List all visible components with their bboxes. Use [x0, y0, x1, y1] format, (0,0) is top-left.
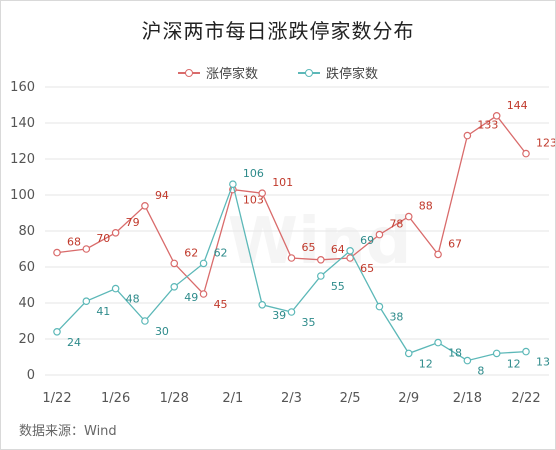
data-point-limit-up [434, 250, 442, 259]
data-point-limit-down [522, 347, 530, 356]
y-tick-label: 60 [18, 260, 35, 275]
data-label-limit-down: 41 [96, 305, 110, 318]
x-tick-label: 1/28 [160, 391, 189, 406]
legend-label-limit-up: 涨停家数 [205, 67, 258, 82]
data-point-limit-up [170, 259, 179, 268]
data-point-limit-down [258, 300, 266, 309]
data-label-limit-down: 24 [67, 336, 81, 349]
legend-label-limit-down: 跌停家数 [326, 67, 379, 82]
data-point-limit-down [375, 302, 384, 311]
data-label-limit-up: 78 [389, 218, 403, 231]
legend-item-limit-up: 涨停家数 [177, 63, 258, 82]
y-tick-label: 20 [18, 332, 35, 347]
data-label-limit-up: 45 [214, 298, 228, 311]
data-label-limit-down: 69 [360, 234, 374, 247]
data-label-limit-down: 39 [272, 309, 286, 322]
data-label-limit-up: 88 [419, 200, 433, 213]
data-point-limit-down [287, 308, 296, 316]
data-label-limit-down: 12 [419, 357, 433, 370]
y-tick-label: 100 [10, 188, 35, 203]
x-tick-label: 2/3 [281, 391, 302, 406]
data-label-limit-down: 38 [389, 311, 403, 324]
data-point-limit-up [492, 112, 501, 120]
data-point-limit-down [492, 349, 501, 358]
data-point-limit-down [141, 317, 149, 325]
x-tick-label: 2/5 [340, 391, 361, 406]
data-point-limit-down [404, 349, 413, 358]
data-label-limit-up: 68 [67, 236, 81, 249]
legend-item-limit-down: 跌停家数 [298, 63, 378, 82]
x-tick-label: 2/1 [222, 391, 243, 406]
data-label-limit-up: 123 [536, 137, 555, 150]
x-tick-label: 2/22 [511, 391, 540, 406]
y-tick-label: 160 [10, 80, 35, 95]
data-label-limit-down: 106 [243, 167, 264, 180]
data-point-limit-down [199, 259, 208, 268]
data-label-limit-up: 64 [331, 243, 345, 256]
data-label-limit-down: 35 [302, 316, 316, 329]
data-label-limit-up: 65 [302, 241, 316, 254]
data-label-limit-up: 67 [448, 237, 462, 250]
chart-legend: 涨停家数 跌停家数 [1, 63, 555, 82]
y-tick-label: 40 [18, 296, 35, 311]
x-tick-label: 1/22 [42, 391, 71, 406]
watermark: Wind [228, 205, 412, 279]
data-point-limit-down [229, 180, 237, 189]
data-point-limit-down [317, 272, 325, 280]
data-label-limit-up: 94 [155, 189, 169, 202]
y-tick-label: 140 [10, 116, 35, 131]
data-label-limit-up: 62 [184, 246, 198, 259]
data-point-limit-up [53, 248, 61, 257]
data-point-limit-up [82, 245, 91, 253]
data-point-limit-up [141, 202, 149, 210]
data-label-limit-up: 103 [243, 194, 264, 207]
y-tick-label: 0 [27, 368, 35, 383]
data-point-limit-down [170, 282, 179, 291]
data-label-limit-up: 101 [272, 176, 293, 189]
data-label-limit-down: 62 [214, 246, 228, 259]
data-label-limit-down: 49 [184, 291, 198, 304]
data-point-limit-up [287, 254, 296, 262]
data-point-limit-up [258, 189, 266, 198]
y-tick-label: 80 [18, 224, 35, 239]
x-tick-label: 2/9 [398, 391, 419, 406]
data-label-limit-up: 133 [477, 119, 498, 132]
y-tick-label: 120 [10, 152, 35, 167]
data-label-limit-up: 79 [126, 216, 140, 229]
x-tick-label: 2/18 [453, 391, 482, 406]
data-label-limit-down: 18 [448, 347, 462, 360]
data-label-limit-down: 30 [155, 325, 169, 338]
data-point-limit-down [434, 338, 442, 347]
data-label-limit-up: 70 [96, 232, 110, 245]
data-label-limit-down: 55 [331, 280, 345, 293]
data-label-limit-down: 13 [536, 356, 550, 369]
data-point-limit-down [346, 247, 354, 255]
chart-title: 沪深两市每日涨跌停家数分布 [141, 19, 415, 43]
data-point-limit-down [82, 297, 91, 306]
data-point-limit-up [404, 212, 413, 221]
data-point-limit-down [463, 356, 472, 365]
data-point-limit-up [463, 131, 472, 140]
data-source: 数据来源：Wind [19, 424, 117, 439]
data-point-limit-up [111, 229, 120, 237]
data-point-limit-down [53, 327, 61, 336]
data-point-limit-up [199, 290, 208, 298]
data-label-limit-up: 144 [507, 99, 528, 112]
data-point-limit-up [522, 149, 530, 158]
data-label-limit-down: 48 [126, 293, 140, 306]
data-point-limit-down [111, 284, 120, 293]
data-point-limit-up [375, 230, 384, 239]
x-tick-label: 1/26 [101, 391, 130, 406]
legend-line-limit-down [298, 68, 320, 77]
legend-line-limit-up [177, 68, 200, 77]
data-label-limit-down: 8 [477, 365, 484, 378]
data-label-limit-down: 12 [507, 357, 521, 370]
data-point-limit-up [317, 255, 325, 264]
data-label-limit-up: 65 [360, 262, 374, 275]
